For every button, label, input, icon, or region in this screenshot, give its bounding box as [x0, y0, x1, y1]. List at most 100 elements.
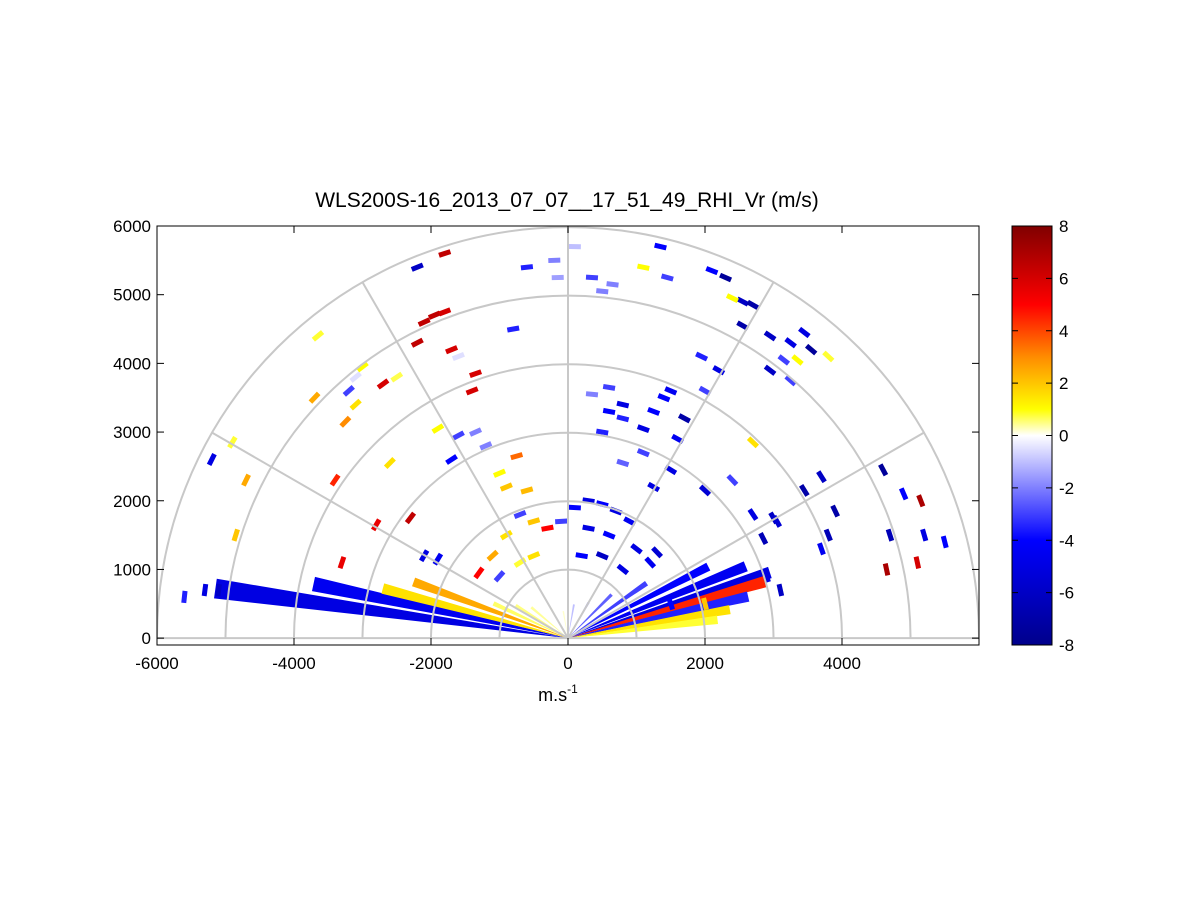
- velocity-cell: [878, 463, 889, 477]
- beam-wedge: [381, 583, 568, 639]
- velocity-cell: [830, 504, 840, 518]
- velocity-cell: [465, 386, 479, 396]
- velocity-cell: [506, 325, 520, 333]
- velocity-cell: [568, 504, 581, 511]
- velocity-cell: [499, 529, 513, 541]
- velocity-cell: [575, 552, 589, 560]
- beam-wedge: [568, 562, 711, 639]
- velocity-cell: [616, 414, 630, 423]
- velocity-cell: [383, 456, 396, 470]
- velocity-cell: [349, 371, 362, 383]
- colorbar-tick-label: 0: [1059, 427, 1068, 446]
- velocity-cell: [181, 590, 188, 604]
- velocity-cell: [438, 249, 452, 258]
- x-axis: -6000 -4000 -2000 0 2000 4000: [135, 226, 861, 673]
- velocity-cell: [898, 487, 909, 501]
- velocity-cell: [817, 542, 826, 556]
- y-tick-label: 6000: [113, 217, 151, 236]
- velocity-cell: [451, 351, 465, 362]
- velocity-cell: [823, 528, 833, 542]
- x-axis-label-exponent: -1: [567, 682, 578, 696]
- beam-wedge: [568, 604, 575, 639]
- velocity-cell: [636, 263, 650, 271]
- beam-wedge: [492, 601, 568, 639]
- x-tick-label: 0: [563, 654, 572, 673]
- velocity-cell: [791, 354, 804, 366]
- velocity-cell: [701, 597, 709, 611]
- velocity-cell: [417, 317, 431, 327]
- velocity-cell: [527, 517, 541, 526]
- velocity-cell: [636, 448, 650, 458]
- beam-wedge: [568, 580, 649, 639]
- velocity-cell: [479, 441, 493, 451]
- chart-title: WLS200S-16_2013_07_07__17_51_49_RHI_Vr (…: [315, 189, 819, 212]
- velocity-cell: [616, 458, 630, 468]
- velocity-cell: [585, 391, 599, 398]
- beam-wedge: [214, 578, 568, 639]
- velocity-cell: [940, 535, 949, 549]
- velocity-cell: [469, 427, 483, 437]
- beam-wedge: [412, 577, 568, 639]
- velocity-cell: [777, 354, 791, 366]
- velocity-cell: [356, 361, 369, 373]
- y-tick-label: 0: [142, 629, 151, 648]
- velocity-cell: [602, 530, 616, 540]
- velocity-cell: [758, 532, 769, 546]
- velocity-cell: [882, 563, 891, 576]
- velocity-cell: [705, 266, 719, 276]
- polar-grid: [157, 226, 979, 640]
- y-tick-label: 3000: [113, 423, 151, 442]
- velocity-cell: [493, 570, 506, 583]
- velocity-cell: [339, 415, 352, 428]
- velocity-cell: [602, 407, 616, 415]
- data-layer: [181, 242, 949, 639]
- velocity-cell: [799, 484, 810, 497]
- velocity-cell: [647, 406, 661, 416]
- velocity-cell: [342, 384, 355, 397]
- colorbar-tick-label: -6: [1059, 584, 1074, 603]
- velocity-cell: [763, 364, 777, 376]
- beam-wedge: [530, 606, 568, 639]
- colorbar-tick-label: 6: [1059, 269, 1068, 288]
- velocity-cell: [513, 509, 527, 519]
- velocity-cell: [215, 583, 222, 597]
- velocity-cell: [469, 369, 483, 379]
- velocity-cell: [520, 486, 534, 495]
- azimuth-spoke: [567, 281, 775, 639]
- velocity-cell: [647, 481, 661, 493]
- x-tick-label: -4000: [272, 654, 315, 673]
- velocity-cell: [816, 470, 827, 484]
- velocity-cell: [595, 428, 609, 436]
- velocity-cell: [201, 583, 209, 597]
- velocity-cell: [241, 473, 251, 487]
- velocity-cell: [822, 350, 835, 363]
- velocity-cell: [736, 296, 750, 307]
- velocity-cell: [486, 549, 499, 562]
- y-axis: 0 1000 2000 3000 4000 5000 6000: [113, 217, 979, 648]
- velocity-cell: [804, 343, 818, 356]
- beam-wedge: [568, 593, 613, 639]
- velocity-cell: [636, 424, 650, 434]
- velocity-cell: [527, 551, 541, 561]
- x-tick-label: 4000: [823, 654, 861, 673]
- y-tick-label: 1000: [113, 560, 151, 579]
- velocity-cell: [585, 274, 599, 281]
- velocity-cell: [337, 556, 347, 570]
- velocity-cell: [445, 345, 459, 355]
- y-tick-label: 5000: [113, 286, 151, 305]
- colorbar-tick-label: -8: [1059, 636, 1074, 655]
- x-axis-label-base: m.s: [538, 685, 567, 705]
- velocity-cell: [390, 371, 404, 383]
- velocity-cell: [227, 435, 238, 449]
- velocity-cell: [551, 274, 564, 281]
- velocity-cell: [438, 307, 452, 317]
- velocity-cell: [349, 398, 362, 411]
- velocity-cell: [746, 299, 760, 311]
- velocity-cell: [602, 383, 616, 391]
- velocity-cell: [520, 264, 534, 271]
- velocity-cell: [568, 244, 581, 250]
- beam-wedge: [568, 561, 748, 639]
- velocity-cell: [664, 386, 678, 396]
- x-tick-label: 2000: [686, 654, 724, 673]
